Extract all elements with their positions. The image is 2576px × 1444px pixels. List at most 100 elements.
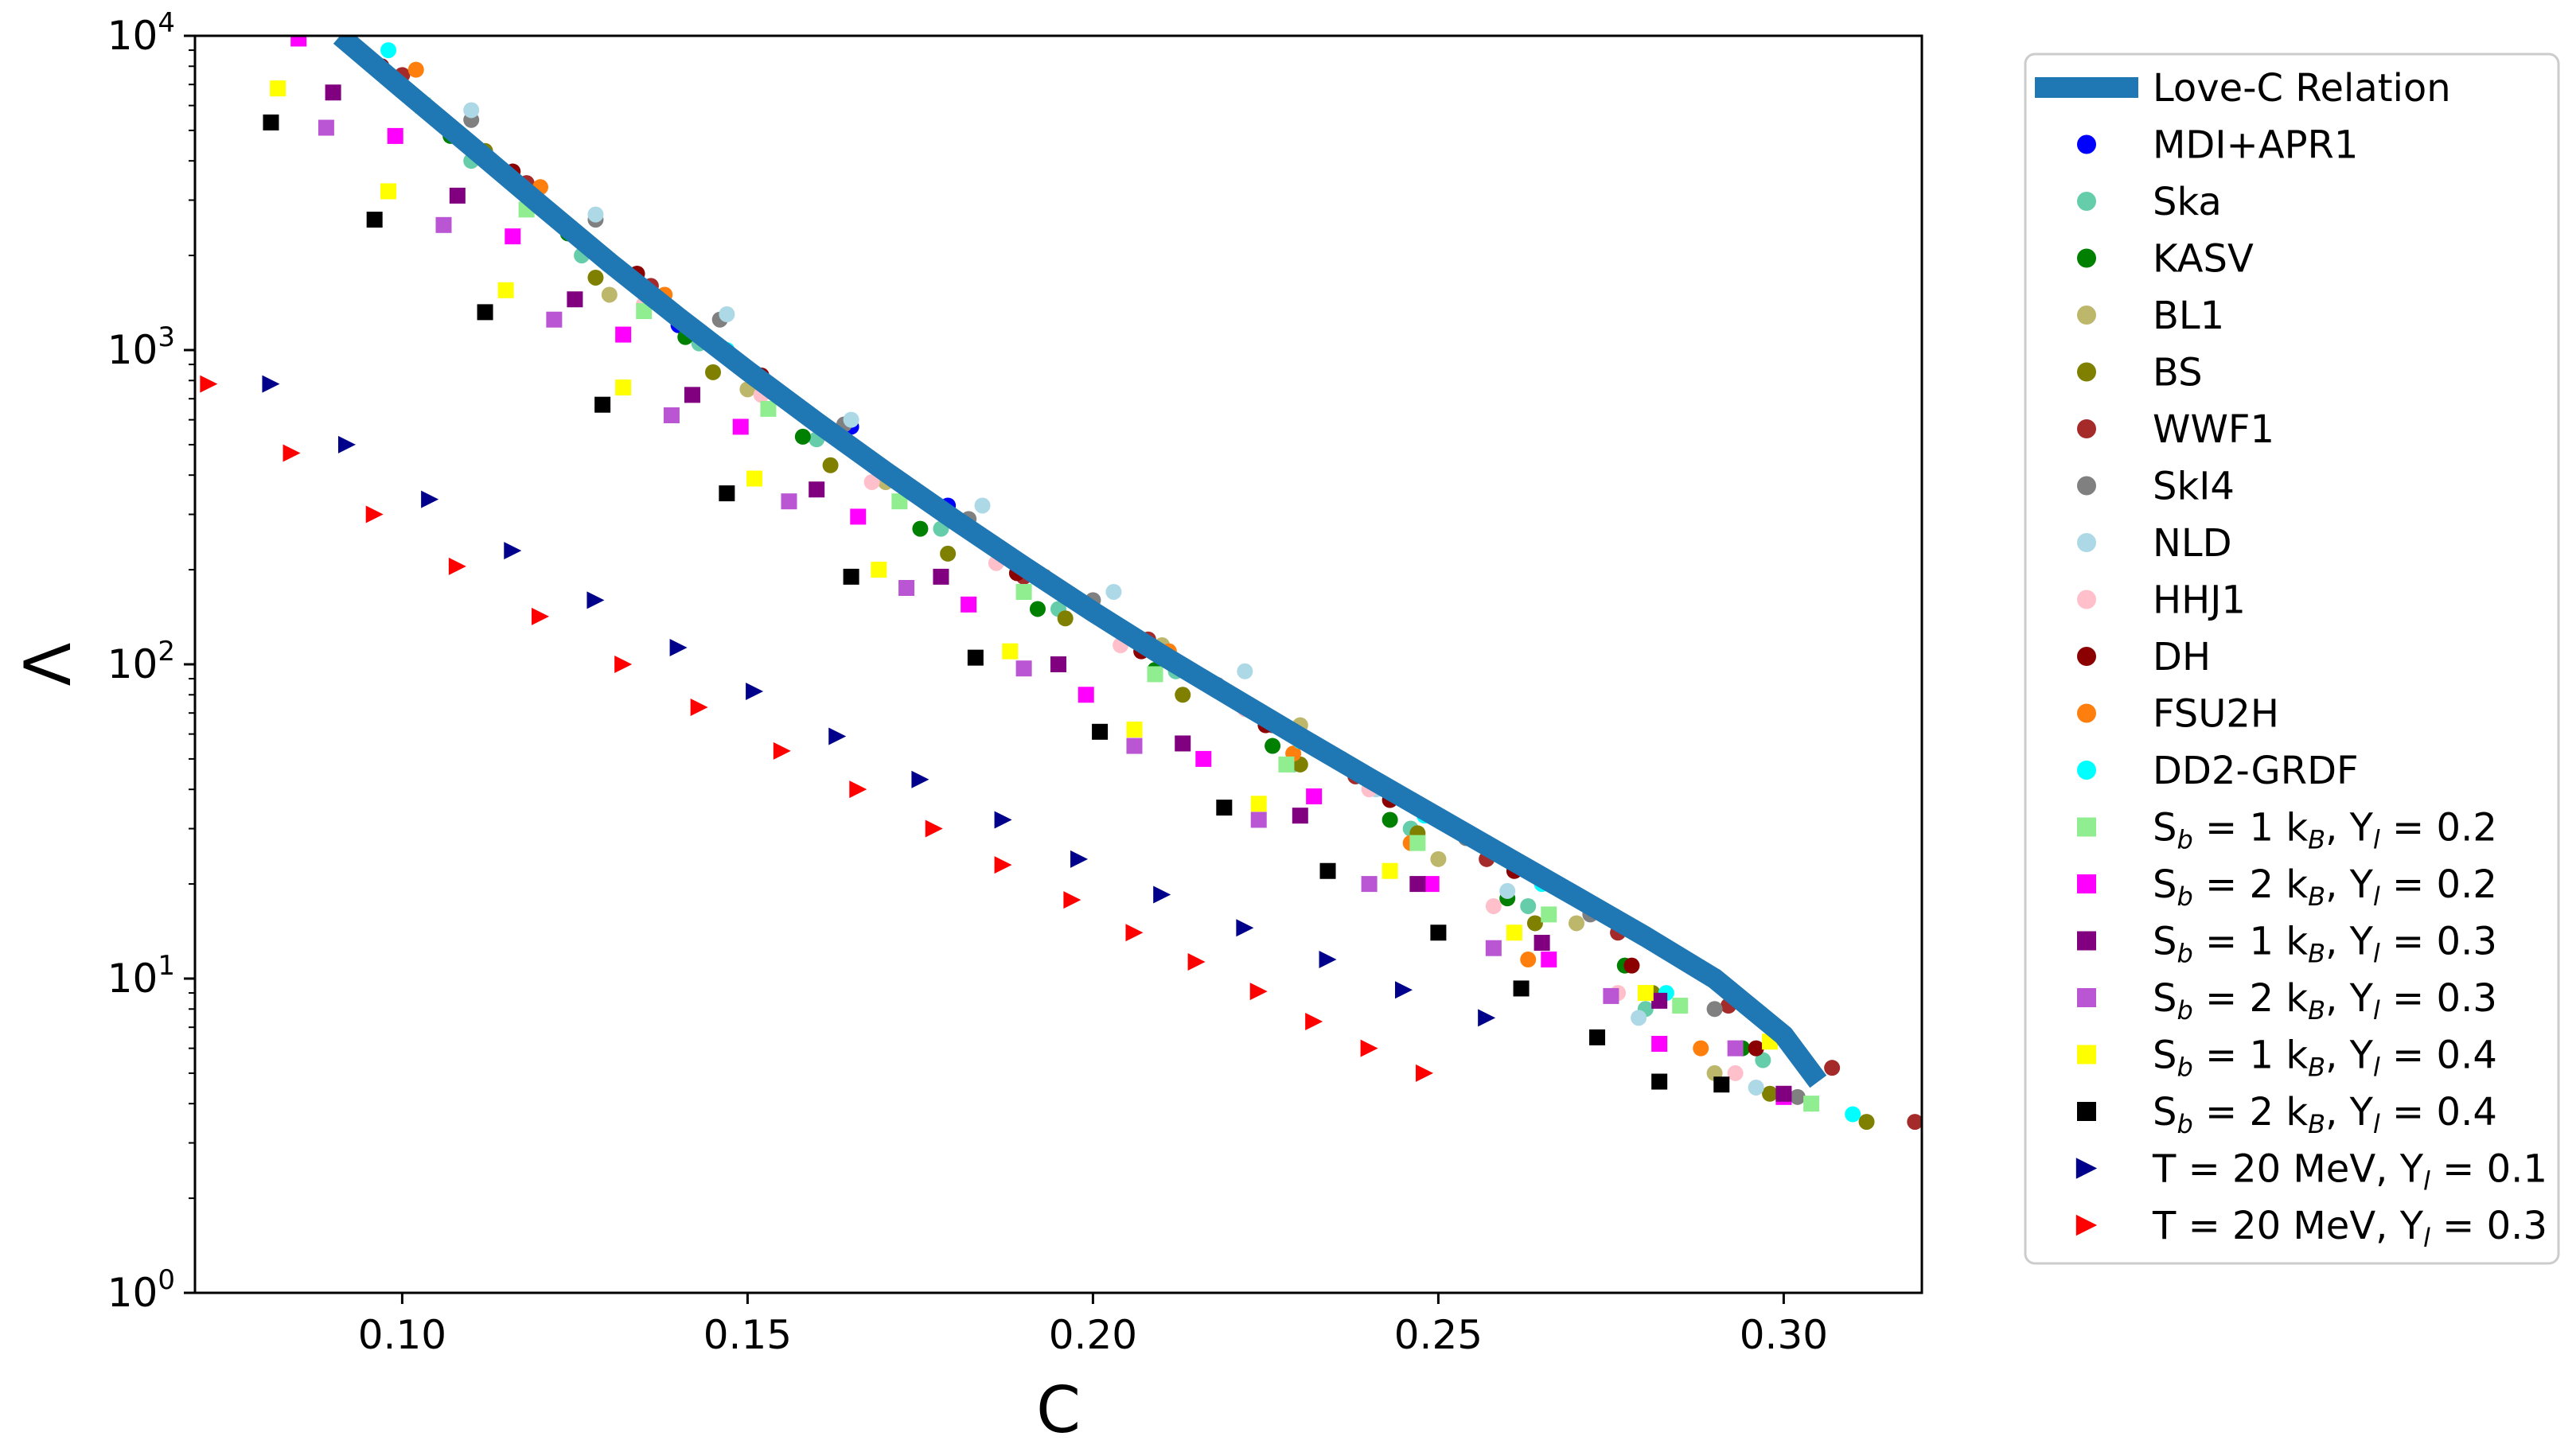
data-point — [1250, 796, 1267, 812]
data-point — [262, 375, 280, 393]
data-point — [1195, 750, 1212, 767]
data-point — [615, 326, 632, 343]
legend-label: Sb = 1 kB, Yl = 0.2 — [2153, 806, 2497, 855]
data-point — [601, 286, 618, 303]
legend-entry: Sb = 1 kB, Yl = 0.3 — [2077, 920, 2497, 969]
data-point — [1015, 660, 1032, 677]
legend-label: NLD — [2153, 521, 2232, 566]
legend-label: Sb = 2 kB, Yl = 0.2 — [2153, 862, 2497, 912]
legend-entry: Sb = 2 kB, Yl = 0.4 — [2077, 1090, 2497, 1139]
data-point — [1153, 885, 1171, 904]
data-point — [828, 727, 847, 745]
data-point — [850, 508, 867, 525]
legend-entry: Sb = 1 kB, Yl = 0.2 — [2077, 806, 2497, 855]
data-point — [1631, 1010, 1647, 1026]
data-point — [705, 364, 721, 380]
data-point — [1569, 915, 1584, 932]
data-point — [1775, 1085, 1792, 1102]
data-point — [911, 770, 929, 788]
data-point — [1070, 850, 1089, 868]
data-point — [1706, 1001, 1723, 1018]
data-point — [283, 444, 301, 462]
data-point — [1063, 891, 1081, 909]
data-point — [448, 557, 466, 575]
data-point — [1693, 1040, 1709, 1057]
data-point — [1416, 1064, 1434, 1082]
data-point — [449, 187, 466, 204]
data-point — [794, 428, 811, 445]
legend-label: BL1 — [2153, 294, 2224, 338]
data-point — [1748, 1040, 1764, 1057]
data-point — [891, 493, 908, 510]
legend-marker — [2075, 1158, 2098, 1179]
data-point — [1278, 756, 1295, 773]
data-point — [365, 505, 384, 523]
data-point — [1589, 1029, 1606, 1045]
data-point — [809, 481, 825, 498]
legend-marker — [2075, 1214, 2098, 1236]
data-point — [1748, 1079, 1764, 1096]
legend-entry: MDI+APR1 — [2077, 123, 2358, 168]
legend-marker — [2077, 476, 2096, 496]
data-point — [1907, 1114, 1922, 1131]
legend-label: Love-C Relation — [2153, 66, 2451, 111]
data-point — [1526, 915, 1543, 932]
legend-entry: HHJ1 — [2077, 578, 2246, 623]
data-point — [1541, 906, 1557, 923]
legend-entry: WWF1 — [2077, 407, 2274, 452]
data-point — [587, 591, 605, 609]
data-point — [504, 542, 522, 560]
data-point — [684, 387, 700, 403]
data-point — [843, 411, 859, 428]
axes: 0.10 0.15 0.20 0.25 0.30 100 101 102 103 104 — [107, 7, 1923, 1358]
series-18 — [262, 375, 1496, 1027]
data-point — [719, 306, 735, 322]
data-point — [387, 127, 403, 144]
data-point — [337, 435, 356, 453]
data-point — [1237, 663, 1253, 679]
legend-marker — [2077, 988, 2096, 1007]
data-point — [1078, 687, 1094, 703]
data-point — [380, 42, 397, 59]
series-17 — [263, 114, 1730, 1093]
legend-entry: T = 20 MeV, Yl = 0.3 — [2075, 1204, 2547, 1253]
data-point — [505, 228, 521, 245]
data-point — [961, 596, 977, 613]
y-tick-label: 104 — [107, 7, 175, 59]
series-19 — [200, 375, 1434, 1082]
data-point — [200, 375, 218, 393]
legend-label: Sb = 1 kB, Yl = 0.4 — [2153, 1033, 2497, 1083]
data-point — [1319, 862, 1336, 879]
data-point — [1409, 835, 1426, 851]
y-tick-label: 102 — [107, 636, 175, 687]
legend-entry: T = 20 MeV, Yl = 0.1 — [2075, 1147, 2547, 1197]
legend-label: T = 20 MeV, Yl = 0.1 — [2152, 1147, 2547, 1197]
data-point — [380, 183, 397, 200]
legend-label: WWF1 — [2153, 407, 2274, 452]
legend-marker — [2077, 248, 2096, 268]
data-point — [1651, 1073, 1668, 1090]
data-point — [1713, 1076, 1730, 1093]
legend-label: FSU2H — [2153, 692, 2279, 737]
data-point — [1092, 723, 1109, 740]
data-point — [1762, 1085, 1779, 1102]
legend-entry: Love-C Relation — [2035, 66, 2451, 111]
data-point — [1360, 1039, 1378, 1057]
y-tick-label: 103 — [107, 321, 175, 373]
data-point — [746, 683, 764, 701]
data-point — [587, 269, 604, 286]
legend-entry: Sb = 2 kB, Yl = 0.3 — [2077, 976, 2497, 1026]
series-13 — [290, 36, 1792, 1105]
data-point — [1430, 850, 1447, 867]
data-point — [1727, 1065, 1744, 1081]
x-tick-label: 0.15 — [703, 1312, 792, 1358]
legend-marker — [2077, 590, 2096, 609]
love-c-relation-line — [333, 36, 1827, 1088]
legend-marker — [2077, 931, 2096, 951]
data-point — [822, 457, 839, 473]
data-point — [669, 639, 688, 657]
data-point — [1845, 1106, 1861, 1123]
legend-entry: Sb = 1 kB, Yl = 0.4 — [2077, 1033, 2497, 1083]
data-point — [366, 212, 383, 228]
legend-label: Sb = 2 kB, Yl = 0.3 — [2153, 976, 2497, 1026]
